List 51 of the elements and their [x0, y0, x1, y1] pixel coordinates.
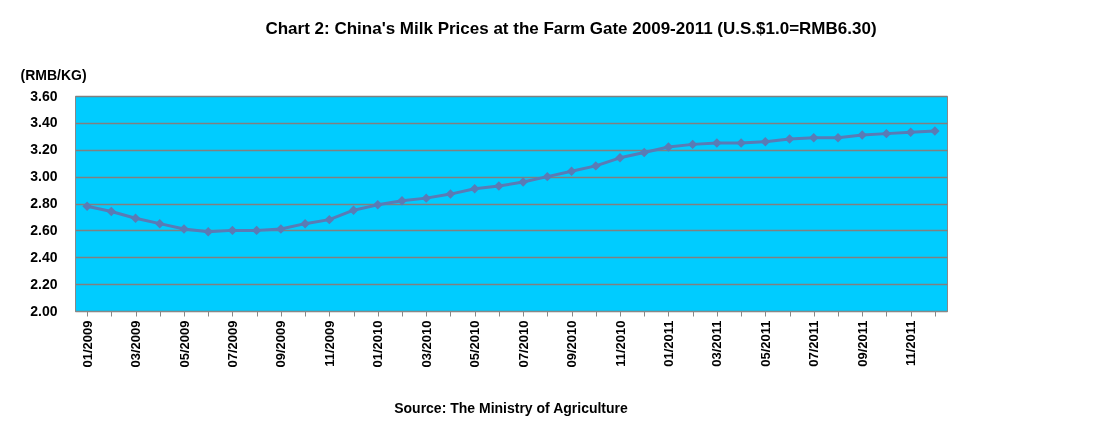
x-tick-label: 07/2010: [515, 320, 531, 368]
point: [348, 205, 359, 215]
point: [324, 214, 335, 225]
point: [203, 226, 213, 237]
x-tick-label: 09/2010: [564, 320, 580, 368]
x-tick-label: 11/2010: [612, 320, 628, 367]
point: [809, 132, 819, 143]
y-tick-label: 2.00: [30, 302, 58, 319]
x-tick-label: 03/2011: [709, 320, 725, 367]
x-tick-label: 09/2009: [273, 320, 289, 368]
x-tick-label: 11/2011: [903, 320, 919, 367]
x-tick-label: 09/2011: [854, 320, 870, 367]
point: [155, 218, 165, 229]
point: [130, 213, 141, 224]
point: [373, 200, 383, 210]
y-tick-label: 2.60: [30, 221, 58, 238]
x-tick-label: 01/2010: [370, 320, 386, 368]
y-tick-label: 3.00: [30, 168, 58, 185]
y-tick-label: 2.20: [30, 275, 58, 292]
y-tick-label: 3.60: [30, 87, 58, 104]
x-tick-label: 01/2009: [79, 320, 95, 368]
x-tick-label: 03/2010: [418, 320, 434, 368]
point: [421, 193, 431, 203]
y-tick-label: 3.40: [30, 114, 58, 131]
y-axis-title: (RMB/KG): [20, 66, 87, 83]
y-tick-label: 2.40: [30, 248, 58, 265]
x-tick-label: 05/2011: [757, 320, 773, 367]
x-tick-label: 05/2010: [467, 320, 483, 368]
point: [881, 128, 892, 139]
point: [639, 147, 649, 158]
point: [760, 136, 771, 147]
chart-title: Chart 2: China's Milk Prices at the Farm Gate 2009-2011 (U.S.$1.0=RMB6.30): [265, 19, 877, 38]
x-tick-label: 07/2009: [224, 320, 240, 368]
x-tick-label: 11/2009: [321, 320, 337, 367]
point: [82, 201, 92, 211]
point: [566, 166, 577, 176]
x-tick-label: 05/2009: [176, 320, 192, 368]
x-tick-label: 01/2011: [660, 320, 676, 367]
x-tick-label: 03/2009: [128, 320, 144, 368]
point: [687, 139, 698, 150]
point: [469, 183, 480, 194]
point: [300, 218, 310, 229]
point: [833, 132, 843, 143]
point: [445, 189, 456, 199]
y-tick-label: 3.20: [30, 141, 58, 158]
point: [591, 161, 601, 171]
point: [106, 206, 117, 217]
source-note: Source: The Ministry of Agriculture: [394, 400, 629, 416]
point: [542, 171, 553, 182]
y-tick-label: 2.80: [30, 195, 58, 211]
x-tick-label: 07/2011: [806, 320, 822, 367]
